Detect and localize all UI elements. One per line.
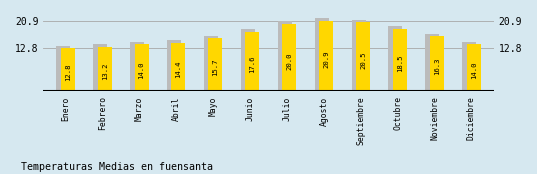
Text: 20.9: 20.9 (323, 51, 329, 68)
Text: 14.4: 14.4 (176, 61, 182, 78)
Bar (356, 22, 370, 92)
Bar (425, 34, 439, 92)
Text: 15.7: 15.7 (212, 59, 219, 76)
Bar (56, 46, 70, 92)
Bar (393, 29, 407, 92)
Text: 20.5: 20.5 (360, 52, 366, 69)
Bar (467, 44, 481, 92)
Bar (462, 42, 476, 92)
Bar (171, 43, 185, 92)
Bar (319, 21, 333, 92)
Bar (135, 44, 149, 92)
Bar (315, 18, 329, 92)
Bar (245, 32, 259, 92)
Text: 20.0: 20.0 (286, 52, 292, 70)
Text: 17.6: 17.6 (249, 56, 255, 73)
Bar (61, 48, 75, 92)
Text: 13.2: 13.2 (101, 63, 107, 80)
Bar (98, 47, 112, 92)
Text: 16.3: 16.3 (434, 58, 440, 75)
Text: Temperaturas Medias en fuensanta: Temperaturas Medias en fuensanta (21, 162, 214, 172)
Text: 14.0: 14.0 (471, 61, 477, 79)
Text: 14.0: 14.0 (139, 61, 144, 79)
Bar (130, 42, 144, 92)
Bar (388, 26, 402, 92)
Bar (278, 21, 292, 92)
Bar (282, 24, 296, 92)
Bar (204, 36, 218, 92)
Bar (352, 20, 366, 92)
Bar (241, 29, 255, 92)
Bar (93, 44, 107, 92)
Bar (208, 38, 222, 92)
Bar (167, 40, 181, 92)
Text: 12.8: 12.8 (65, 63, 71, 81)
Text: 18.5: 18.5 (397, 54, 403, 72)
Bar (430, 36, 444, 92)
